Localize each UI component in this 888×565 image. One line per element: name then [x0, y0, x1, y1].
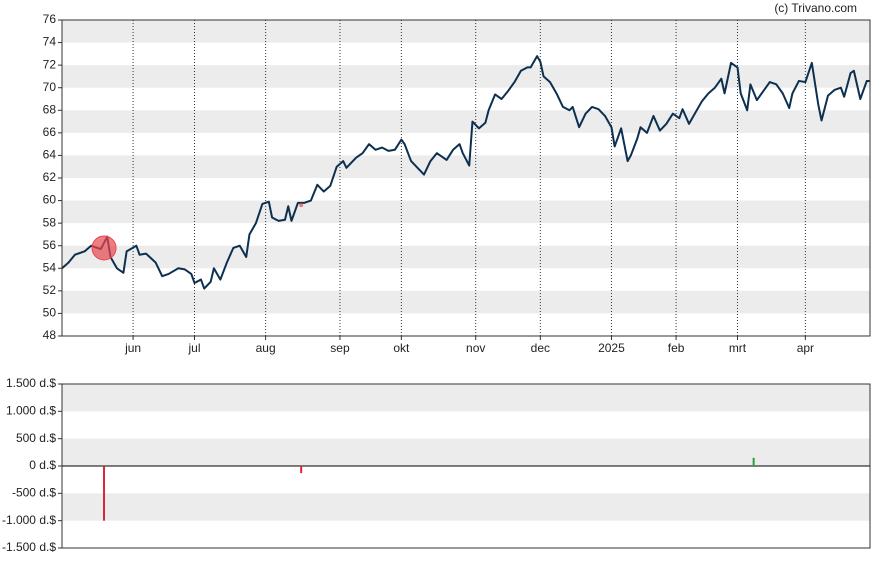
price-line — [61, 55, 870, 290]
y-tick-label: 54 — [43, 260, 57, 274]
x-tick-label: jun — [124, 341, 141, 355]
grid-band — [62, 65, 870, 88]
y-tick-label: 72 — [43, 57, 57, 71]
grid-band — [62, 493, 870, 521]
y-tick-label: 62 — [43, 170, 57, 184]
event-marker — [299, 203, 304, 208]
x-tick-label: dec — [531, 341, 550, 355]
grid-band — [62, 438, 870, 466]
x-tick-label: mrt — [729, 341, 747, 355]
x-tick-label: 2025 — [598, 341, 625, 355]
y-tick-label: 500 d.$ — [16, 431, 56, 445]
event-marker — [91, 235, 117, 261]
y-tick-label: 56 — [43, 238, 57, 252]
y-tick-label: 68 — [43, 102, 57, 116]
y-tick-label: 76 — [43, 12, 57, 26]
x-tick-label: sep — [330, 341, 350, 355]
y-tick-label: 0 d.$ — [29, 458, 56, 472]
y-tick-label: 1.500 d.$ — [6, 376, 56, 390]
bar — [103, 466, 106, 521]
plot-frame — [61, 383, 871, 549]
y-tick-label: -500 d.$ — [12, 486, 56, 500]
watermark: (c) Trivano.com — [774, 1, 857, 15]
x-tick-label: jul — [188, 341, 201, 355]
y-tick-label: 48 — [43, 328, 57, 342]
y-tick-label: -1.000 d.$ — [2, 513, 56, 527]
y-tick-label: 52 — [43, 283, 57, 297]
x-tick-label: nov — [466, 341, 485, 355]
y-tick-label: 64 — [43, 148, 57, 162]
x-tick-label: apr — [797, 341, 814, 355]
grid-band — [62, 245, 870, 269]
grid-band — [62, 110, 870, 133]
x-tick-label: okt — [393, 341, 410, 355]
y-tick-label: 60 — [43, 193, 57, 207]
x-tick-label: feb — [668, 341, 685, 355]
grid-band — [62, 155, 870, 178]
y-tick-label: 70 — [43, 80, 57, 94]
y-tick-label: -1.500 d.$ — [2, 540, 56, 554]
y-tick-label: 66 — [43, 125, 57, 139]
grid-band — [62, 290, 870, 314]
y-tick-label: 50 — [43, 306, 57, 320]
y-tick-label: 1.000 d.$ — [6, 404, 56, 418]
plot-frame — [61, 19, 871, 337]
grid-band — [62, 20, 870, 43]
bar — [300, 466, 303, 474]
x-tick-label: aug — [256, 341, 276, 355]
grid-band — [62, 384, 870, 412]
bar — [752, 457, 755, 466]
y-tick-label: 74 — [43, 35, 57, 49]
grid-band — [62, 200, 870, 224]
y-tick-label: 58 — [43, 215, 57, 229]
